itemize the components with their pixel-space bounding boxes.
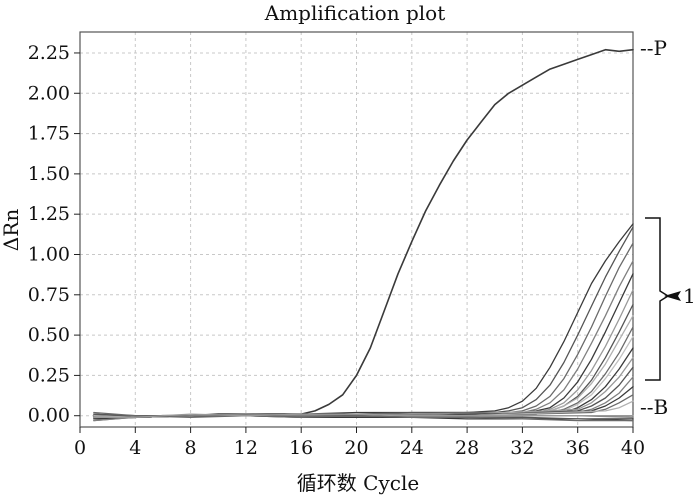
y-tick-label: 0.25 (28, 364, 70, 386)
sample-curve-1 (93, 223, 634, 420)
y-tick-label: 2.00 (28, 82, 70, 104)
y-tick-label: 1.25 (28, 203, 70, 225)
sample-curve-4 (93, 260, 634, 422)
y-tick-label: 0.00 (28, 405, 70, 427)
annotation-layer: --P 1 --B (640, 36, 696, 419)
x-tick-label: 40 (621, 437, 645, 459)
x-tick-label: 0 (74, 437, 86, 459)
chart-title: Amplification plot (264, 1, 445, 25)
x-tick-label: 24 (400, 437, 424, 459)
x-tick-label: 12 (234, 437, 258, 459)
x-axis-label: 循环数 Cycle (297, 471, 419, 495)
positive-curve-label: --P (640, 36, 667, 60)
y-tick-label: 1.00 (28, 243, 70, 265)
series-layer (93, 48, 634, 422)
y-tick-label: 2.25 (28, 42, 70, 64)
x-tick-label: 20 (344, 437, 368, 459)
x-tick-label: 28 (455, 437, 479, 459)
sample-curve-5 (93, 273, 634, 418)
x-tick-label: 4 (129, 437, 141, 459)
group-1-label: 1 (683, 284, 696, 308)
group-bracket (645, 217, 670, 381)
blank-curve (93, 411, 634, 422)
sample-curve-3 (93, 242, 634, 418)
x-tick-label: 8 (185, 437, 197, 459)
y-tick-label: 0.75 (28, 284, 70, 306)
y-axis-label: ΔRn (0, 209, 23, 252)
axis-layer: 0 4 8 12 16 20 24 28 32 36 40 0.00 0.25 0.50 0.75 1.00 1… (28, 42, 645, 459)
x-tick-label: 32 (510, 437, 534, 459)
group-bracket-arrow (664, 291, 681, 301)
y-tick-label: 1.50 (28, 163, 70, 185)
y-tick-label: 1.75 (28, 123, 70, 145)
blank-curve-label: --B (640, 395, 668, 419)
x-tick-label: 16 (289, 437, 313, 459)
sample-curve-9 (93, 326, 634, 418)
blank-curve (93, 413, 634, 418)
sample-curve-6 (93, 289, 634, 420)
x-tick-label: 36 (566, 437, 590, 459)
sample-curve-8 (93, 315, 634, 418)
sample-curve-2 (93, 226, 634, 418)
y-tick-label: 0.50 (28, 324, 70, 346)
